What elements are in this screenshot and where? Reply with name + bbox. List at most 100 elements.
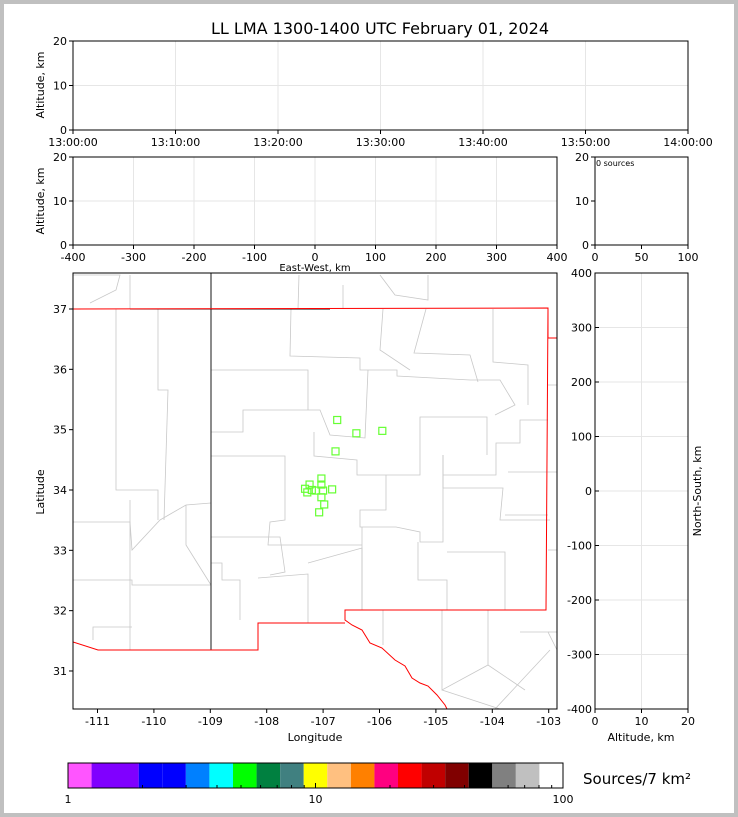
chart-title: LL LMA 1300-1400 UTC February 01, 2024: [211, 19, 549, 38]
source-point: [352, 429, 361, 438]
plan-view-y-tick-label: 34: [53, 484, 67, 497]
colorbar-cell: [91, 763, 139, 788]
county-boundary: [492, 309, 529, 405]
ew-altitude-xlabel: East-West, km: [279, 263, 350, 274]
county-boundary: [447, 551, 506, 610]
source-point: [317, 480, 326, 489]
altitude-ns-x-tick-label: 0: [592, 715, 599, 728]
county-boundary: [211, 455, 362, 546]
source-point: [320, 500, 329, 509]
ew-altitude-y-tick-label: 10: [53, 195, 67, 208]
county-boundary: [185, 505, 212, 586]
time-altitude-x-tick-label: 13:10:00: [151, 136, 200, 149]
county-boundary: [115, 309, 159, 520]
colorbar-cell: [280, 763, 304, 788]
source-point: [317, 493, 326, 502]
plan-view-x-tick-label: -103: [536, 715, 561, 728]
ew-altitude-y-tick-label: 0: [60, 239, 67, 252]
county-boundary: [73, 274, 121, 304]
plan-view-ylabel: Latitude: [34, 469, 47, 515]
region-outline-north: [73, 307, 557, 339]
altitude-ns-y-tick-label: 200: [571, 376, 592, 389]
region-outline-southwest: [73, 622, 345, 651]
plan-view-xlabel: Longitude: [288, 731, 343, 744]
plan-view-x-tick-label: -110: [141, 715, 166, 728]
colorbar-cell: [374, 763, 398, 788]
colorbar-cell: [492, 763, 516, 788]
county-boundary: [494, 649, 551, 709]
county-boundary: [211, 536, 286, 576]
county-boundary: [92, 626, 132, 640]
altitude-ns-x-tick-label: 20: [681, 715, 695, 728]
time-altitude-y-tick-label: 20: [53, 35, 67, 48]
plan-view-y-tick-label: 35: [53, 424, 67, 437]
altitude-ns-y-tick-label: 300: [571, 322, 592, 335]
ew-altitude-x-tick-label: -400: [61, 251, 86, 264]
county-boundary: [379, 274, 429, 301]
ew-altitude-x-tick-label: 400: [547, 251, 568, 264]
county-boundary: [211, 562, 241, 620]
colorbar-cell: [162, 763, 186, 788]
ew-altitude-x-tick-label: 200: [426, 251, 447, 264]
time-altitude-x-tick-label: 13:40:00: [458, 136, 507, 149]
colorbar-cell: [350, 763, 375, 788]
altitude-ns-y-tick-label: -200: [567, 594, 592, 607]
county-boundary: [157, 309, 169, 521]
colorbar-cell: [539, 763, 563, 788]
time-altitude-y-tick-label: 0: [60, 124, 67, 137]
colorbar-cell: [515, 763, 540, 788]
histogram-x-tick-label: 0: [592, 251, 599, 264]
colorbar-cell: [138, 763, 163, 788]
ew-altitude-x-tick-label: 300: [486, 251, 507, 264]
altitude-ns-y-tick-label: -300: [567, 649, 592, 662]
colorbar-cell: [327, 763, 351, 788]
histogram-y-tick-label: 20: [575, 151, 589, 164]
county-boundary: [211, 369, 309, 410]
time-altitude-x-tick-label: 13:50:00: [561, 136, 610, 149]
histogram-annotation: 0 sources: [596, 159, 634, 168]
county-boundary: [441, 689, 501, 709]
altitude-ns-ylabel: North-South, km: [691, 446, 704, 537]
plan-view-frame: [72, 272, 558, 710]
colorbar-cell: [209, 763, 233, 788]
county-boundary: [307, 547, 363, 610]
histogram-x-tick-label: 50: [635, 251, 649, 264]
time-altitude-x-tick-label: 13:00:00: [48, 136, 97, 149]
county-boundary: [413, 308, 479, 383]
plan-view-y-tick-label: 36: [53, 363, 67, 376]
colorbar-cell: [303, 763, 328, 788]
colorbar-cell: [185, 763, 210, 788]
plan-view-x-tick-label: -109: [198, 715, 223, 728]
county-boundary: [441, 610, 526, 691]
altitude-ns-frame: [594, 272, 689, 710]
colorbar-label: Sources/7 km²: [583, 770, 691, 788]
county-boundary: [443, 419, 548, 476]
altitude-ns-xlabel: Altitude, km: [607, 731, 674, 744]
ew-altitude-x-tick-label: 100: [365, 251, 386, 264]
ew-altitude-y-tick-label: 20: [53, 151, 67, 164]
plan-view-y-tick-label: 31: [53, 665, 67, 678]
source-point: [333, 415, 342, 425]
county-boundary: [289, 308, 516, 416]
source-point: [315, 508, 324, 517]
county-boundary: [297, 274, 300, 310]
plan-view-x-tick-label: -111: [85, 715, 110, 728]
figure: LL LMA 1300-1400 UTC February 01, 2024 1…: [4, 4, 734, 813]
county-boundary: [257, 573, 309, 623]
plan-view-x-tick-label: -105: [423, 715, 448, 728]
time-altitude-frame: [72, 40, 689, 131]
colorbar-cell: [421, 763, 446, 788]
ew-altitude-x-tick-label: -200: [182, 251, 207, 264]
histogram-background: [595, 157, 688, 245]
source-point: [317, 474, 326, 483]
colorbar-tick-label: 10: [309, 793, 323, 806]
colorbar-cell: [68, 763, 92, 788]
ew-altitude-x-tick-label: 0: [312, 251, 319, 264]
histogram-x-tick-label: 100: [678, 251, 699, 264]
altitude-ns-y-tick-label: -100: [567, 540, 592, 553]
plan-view-y-tick-label: 37: [53, 303, 67, 316]
histogram-frame: [594, 156, 689, 246]
ew-altitude-ylabel: Altitude, km: [34, 167, 47, 234]
plan-view-y-tick-label: 33: [53, 544, 67, 557]
county-boundary: [313, 416, 488, 476]
